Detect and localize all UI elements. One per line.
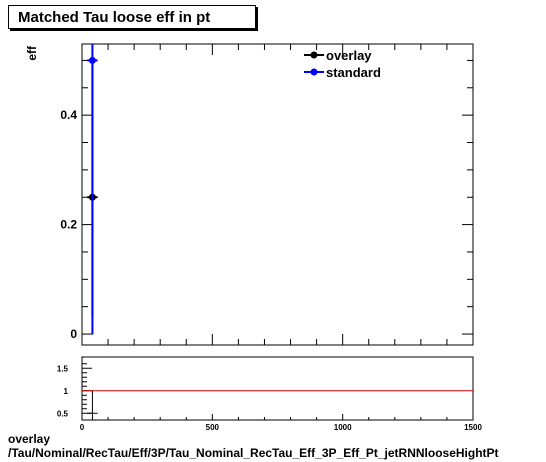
- ratio-y-tick-label: 1: [64, 387, 69, 396]
- main-y-tick-label: 0.4: [60, 108, 77, 122]
- ratio-y-tick-label: 0.5: [57, 409, 69, 418]
- legend-marker-standard: [310, 68, 318, 76]
- ratio-x-tick-label: 0: [80, 423, 85, 432]
- footer-path: /Tau/Nominal/RecTau/Eff/3P/Tau_Nominal_R…: [8, 446, 499, 460]
- ratio-plot: 0.5 1 1.5 0 500 1000 1500: [57, 356, 482, 432]
- ratio-x-tick-label: 1500: [464, 423, 482, 432]
- y-axis-label: eff: [25, 45, 39, 61]
- ratio-x-tick-label: 1000: [334, 423, 352, 432]
- main-y-tick-label: 0: [70, 327, 77, 341]
- chart-title: Matched Tau loose eff in pt: [8, 5, 256, 29]
- main-plot-frame: [81, 43, 474, 346]
- ratio-plot-frame: [81, 356, 474, 421]
- ratio-y-tick-label: 1.5: [57, 364, 69, 373]
- legend-label-overlay: overlay: [326, 48, 372, 63]
- data-point-standard: [88, 56, 96, 64]
- main-plot: 0 0.2 0.4 eff overlay standard: [25, 43, 474, 346]
- ratio-x-tick-label: 500: [206, 423, 220, 432]
- main-y-tick-label: 0.2: [60, 218, 77, 232]
- footer-label: overlay: [8, 432, 51, 446]
- legend-label-standard: standard: [326, 65, 381, 80]
- legend-marker-overlay: [310, 51, 318, 59]
